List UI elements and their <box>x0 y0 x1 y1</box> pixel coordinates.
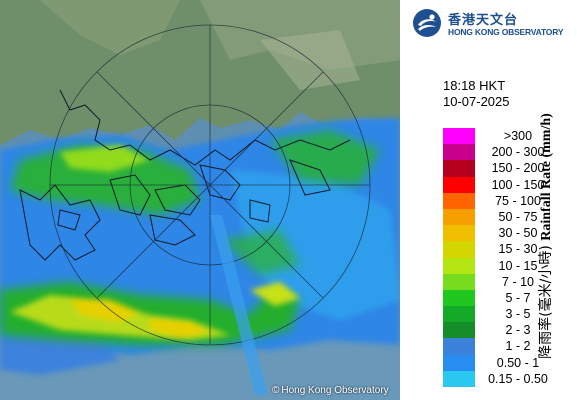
radar-image <box>0 0 400 395</box>
legend-range-label: >300 <box>503 129 533 143</box>
legend-panel: 香港天文台 HONG KONG OBSERVATORY 18:18 HKT 10… <box>400 0 577 400</box>
legend-range-label: 3 - 5 <box>505 307 531 322</box>
hko-logo[interactable]: 香港天文台 HONG KONG OBSERVATORY <box>412 8 572 40</box>
legend-range-label: 50 - 75 <box>498 209 538 224</box>
legend-range-label: 100 - 150 <box>491 177 545 192</box>
org-name-zh: 香港天文台 <box>448 13 519 28</box>
legend-range-label: 150 - 200 <box>491 161 545 176</box>
legend-range-label: 2 - 3 <box>505 323 531 338</box>
legend-range-label: 10 - 15 <box>498 258 538 273</box>
legend-swatch <box>443 289 475 307</box>
legend-swatch <box>443 338 475 355</box>
observation-time: 18:18 HKT <box>443 78 506 93</box>
legend-swatch <box>443 241 475 258</box>
beam-artifact <box>210 215 268 395</box>
legend-swatch <box>443 370 475 387</box>
observation-date: 10-07-2025 <box>443 94 510 109</box>
legend-swatch <box>443 208 475 226</box>
legend-range-label: 1 - 2 <box>505 339 531 354</box>
legend-title: 降雨率(毫米/小時) Rainfall Rate (mm/h) <box>535 113 555 359</box>
copyright-notice: © Hong Kong Observatory <box>272 385 389 396</box>
legend-swatch <box>443 192 475 209</box>
legend-range-label: 15 - 30 <box>498 242 538 257</box>
legend-swatch <box>443 354 475 371</box>
legend-swatch <box>443 306 475 323</box>
legend-swatch <box>443 144 475 161</box>
legend-title-en: Rainfall Rate (mm/h) <box>539 113 554 241</box>
legend-range-label: 0.15 - 0.50 <box>488 371 548 386</box>
legend-range-label: 5 - 7 <box>505 290 531 305</box>
legend-swatch <box>443 257 475 274</box>
legend-swatch <box>443 176 475 193</box>
legend-range-label: 7 - 10 <box>502 274 534 289</box>
legend-swatch <box>443 322 475 339</box>
legend-swatch <box>443 273 475 290</box>
timestamp: 18:18 HKT 10-07-2025 <box>443 78 510 110</box>
legend-range-label: 75 - 100 <box>495 193 541 208</box>
legend-title-zh: 降雨率(毫米/小時) <box>538 245 554 359</box>
legend-swatch <box>443 128 475 145</box>
org-name-en: HONG KONG OBSERVATORY <box>448 27 564 37</box>
range-rings <box>49 24 371 346</box>
legend-range-label: 30 - 50 <box>498 226 538 241</box>
legend-range-label: 0.50 - 1 <box>496 355 540 370</box>
radar-map[interactable]: © Hong Kong Observatory <box>0 0 400 400</box>
hko-logo-icon <box>413 9 441 37</box>
legend-swatch <box>443 225 475 242</box>
legend-range-label: 200 - 300 <box>491 145 545 160</box>
legend-swatch <box>443 160 475 177</box>
